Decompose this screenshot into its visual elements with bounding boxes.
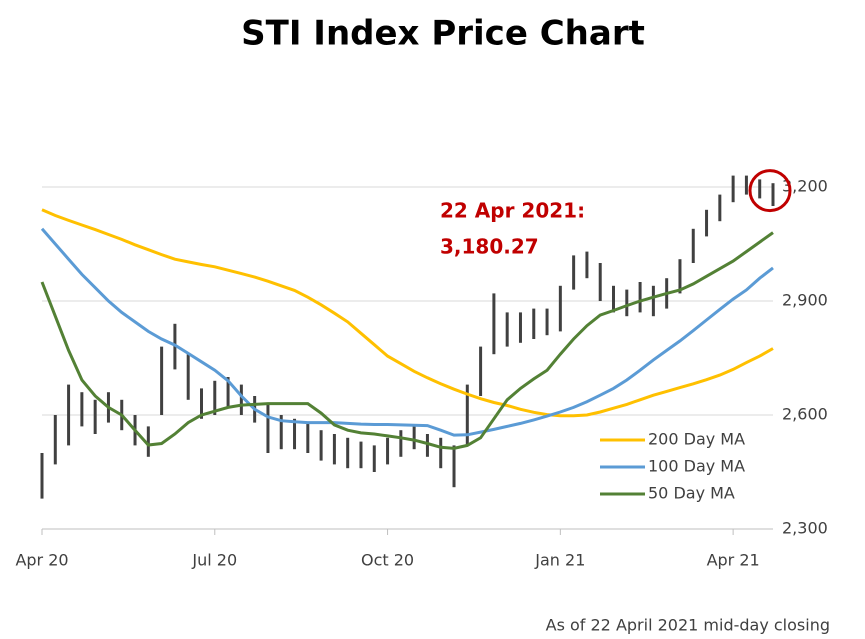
legend-label: 50 Day MA bbox=[648, 484, 735, 503]
footnote: As of 22 April 2021 mid-day closing bbox=[546, 616, 830, 635]
legend-label: 100 Day MA bbox=[648, 457, 745, 476]
y-tick-label: 2,900 bbox=[782, 291, 828, 310]
annotation-date: 22 Apr 2021: bbox=[440, 199, 585, 223]
x-tick-label: Apr 20 bbox=[15, 551, 68, 570]
ma-line bbox=[40, 231, 774, 450]
y-tick-label: 2,600 bbox=[782, 405, 828, 424]
x-tick-label: Oct 20 bbox=[361, 551, 414, 570]
highlight-circle bbox=[748, 169, 792, 213]
chart-title: STI Index Price Chart bbox=[241, 14, 645, 54]
y-tick-label: 3,200 bbox=[782, 177, 828, 196]
x-tick-label: Jan 21 bbox=[534, 551, 585, 570]
ma-line bbox=[40, 227, 774, 437]
x-tick-label: Apr 21 bbox=[707, 551, 760, 570]
legend-label: 200 Day MA bbox=[648, 430, 745, 449]
y-tick-label: 2,300 bbox=[782, 519, 828, 538]
annotation-value: 3,180.27 bbox=[440, 235, 539, 259]
ma-line bbox=[41, 208, 774, 418]
x-tick-label: Jul 20 bbox=[191, 551, 237, 570]
